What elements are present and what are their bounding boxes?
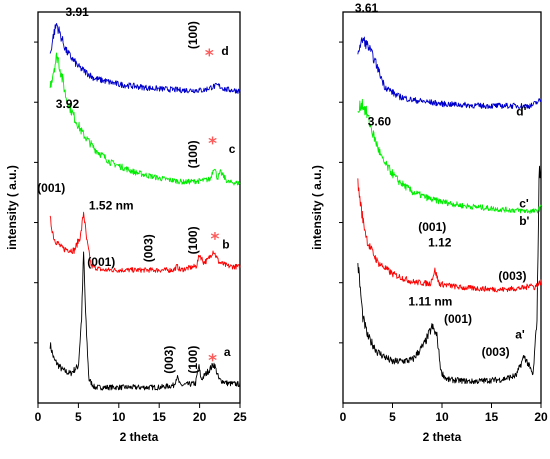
annotation-label: c — [229, 142, 236, 156]
annotation-label: (100) — [186, 140, 200, 168]
annotation-label: 1.12 — [428, 236, 452, 250]
annotation-label: d' — [516, 105, 526, 119]
plot-frame — [37, 11, 241, 404]
x-tick-label: 20 — [534, 410, 548, 424]
x-tick-label: 20 — [193, 410, 207, 424]
x-axis-title: 2 theta — [423, 430, 462, 444]
chart-panel-right: 0 5 10 15 20 2 theta intensity ( a.u.) 3.61 3.60… — [310, 1, 548, 444]
annotation-label: (003) — [498, 269, 526, 283]
annotation-label: (003) — [142, 234, 156, 262]
annotation-label: (100) — [186, 346, 200, 374]
annotation-label: (003) — [162, 346, 176, 374]
x-tick-label: 10 — [435, 410, 449, 424]
annotation-label: 3.60 — [368, 114, 392, 128]
annotation-label: (100) — [186, 226, 200, 254]
annotation-label: (001) — [37, 181, 65, 195]
series-line-b — [49, 211, 241, 273]
annotation-label: 1.11 nm — [408, 294, 452, 308]
x-tick-label: 10 — [112, 410, 126, 424]
x-axis-title: 2 theta — [120, 430, 159, 444]
annotation-label: 3.61 — [355, 1, 379, 15]
series-line-a — [49, 251, 241, 391]
annotation-label: b — [222, 238, 229, 252]
x-tick-label: 5 — [75, 410, 82, 424]
series-line-cp — [357, 98, 542, 214]
asterisk-marker: * — [208, 134, 217, 154]
series-line-dp — [357, 36, 542, 110]
x-tick-label: 0 — [340, 410, 347, 424]
annotation-label: b' — [519, 214, 529, 228]
series-line-c — [49, 52, 241, 186]
x-tick-label: 0 — [35, 410, 42, 424]
series-line-bp — [357, 178, 542, 293]
y-axis-title: intensity ( a.u.) — [310, 165, 324, 250]
series-line-d — [49, 22, 241, 94]
annotation-label: a — [224, 345, 231, 359]
annotation-label: c' — [519, 197, 529, 211]
annotation-label: d — [221, 44, 228, 58]
annotation-label: (003) — [482, 345, 510, 359]
asterisk-marker: * — [205, 46, 214, 66]
annotation-label: 1.52 nm — [89, 198, 134, 212]
asterisk-marker: * — [208, 351, 217, 371]
x-tick-label: 5 — [389, 410, 396, 424]
annotation-label: 3.91 — [65, 5, 89, 19]
x-tick-label: 15 — [153, 410, 167, 424]
series-line-ap — [357, 163, 542, 385]
x-tick-label: 25 — [233, 410, 247, 424]
annotation-label: 3.92 — [56, 97, 80, 111]
y-axis-title: intensity ( a.u.) — [5, 165, 19, 250]
annotation-label: (100) — [186, 21, 200, 49]
annotation-label: a' — [515, 327, 525, 341]
chart-panel-left: 0 5 10 15 20 25 2 theta intensity ( a.u.) 3.91 3.… — [5, 5, 247, 444]
annotation-label: (001) — [87, 255, 115, 269]
asterisk-marker: * — [211, 230, 220, 250]
annotation-label: (001) — [418, 220, 446, 234]
annotation-label: (001) — [444, 312, 472, 326]
x-tick-label: 15 — [485, 410, 499, 424]
